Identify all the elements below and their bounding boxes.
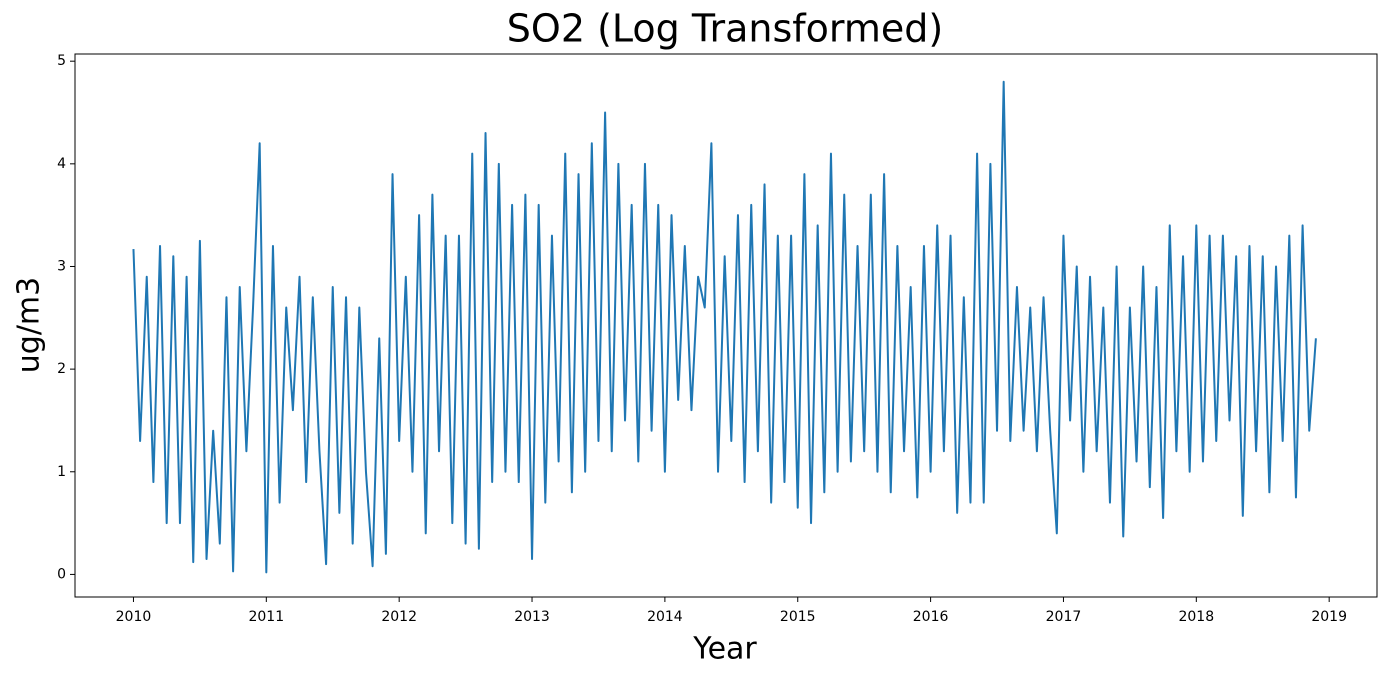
data-line bbox=[132, 80, 1317, 574]
y-tick-label: 5 bbox=[57, 53, 66, 69]
x-tick-label: 2015 bbox=[780, 609, 816, 625]
x-tick-label: 2012 bbox=[381, 609, 417, 625]
x-tick-label: 2011 bbox=[248, 609, 284, 625]
x-tick-label: 2013 bbox=[514, 609, 550, 625]
chart-title: SO2 (Log Transformed) bbox=[507, 7, 943, 51]
x-tick-label: 2010 bbox=[116, 609, 152, 625]
y-tick-label: 2 bbox=[57, 361, 66, 377]
y-axis-label: ug/m3 bbox=[12, 277, 47, 373]
x-tick-label: 2017 bbox=[1046, 609, 1082, 625]
x-tick-label: 2016 bbox=[913, 609, 949, 625]
y-tick-label: 3 bbox=[57, 258, 66, 274]
y-tick-label: 1 bbox=[57, 464, 66, 480]
x-tick-label: 2018 bbox=[1178, 609, 1214, 625]
y-tick-label: 0 bbox=[57, 566, 66, 582]
x-axis-label: Year bbox=[692, 632, 757, 667]
x-tick-label: 2019 bbox=[1311, 609, 1347, 625]
plot-frame bbox=[74, 53, 1378, 598]
y-tick-label: 4 bbox=[57, 156, 66, 172]
x-tick-label: 2014 bbox=[647, 609, 683, 625]
